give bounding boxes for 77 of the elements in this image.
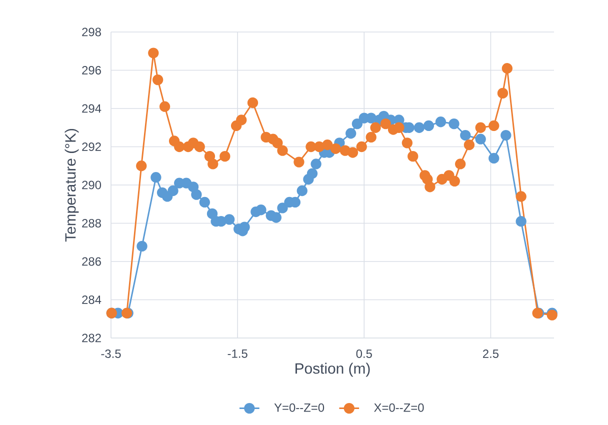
point <box>224 214 235 225</box>
point <box>206 208 218 220</box>
legend-label: Y=0--Z=0 <box>274 403 324 412</box>
point <box>208 158 218 170</box>
point <box>448 118 460 130</box>
point <box>148 48 159 58</box>
point <box>310 158 322 170</box>
point <box>188 182 199 192</box>
point <box>277 202 288 214</box>
point <box>497 88 508 99</box>
point <box>296 185 308 196</box>
y-tick-label: 292 <box>82 142 101 151</box>
point <box>488 152 500 164</box>
point <box>194 141 205 152</box>
x-tick-label: 2.5 <box>483 349 499 358</box>
point <box>330 143 341 154</box>
point <box>220 150 230 162</box>
point <box>435 116 446 128</box>
point <box>272 138 283 148</box>
point <box>460 130 471 141</box>
point <box>394 122 404 133</box>
y-tick-label: 282 <box>82 334 101 342</box>
y-axis-title: Temperature (°K) <box>64 128 79 242</box>
point <box>414 122 425 133</box>
point <box>270 212 282 223</box>
point <box>370 122 381 133</box>
point <box>516 216 526 227</box>
point <box>475 134 486 144</box>
point <box>488 120 500 132</box>
point <box>247 97 258 108</box>
point <box>500 130 512 141</box>
point <box>256 204 266 216</box>
x-tick-label: -1.5 <box>228 349 248 358</box>
point <box>423 120 434 132</box>
point <box>168 185 178 196</box>
y-tick-label: 286 <box>82 257 101 266</box>
point <box>475 122 486 133</box>
point <box>455 158 466 170</box>
point <box>346 128 356 139</box>
legend-label: X=0--Z=0 <box>374 403 424 412</box>
point <box>306 168 318 179</box>
point <box>136 160 147 172</box>
y-tick-label: 288 <box>82 219 101 228</box>
point <box>136 240 148 252</box>
point <box>199 196 210 208</box>
point <box>277 145 288 156</box>
point <box>191 189 202 200</box>
point <box>152 74 164 86</box>
point <box>449 176 460 187</box>
point <box>424 182 436 192</box>
point <box>366 132 376 143</box>
point <box>402 138 413 148</box>
point <box>380 118 391 130</box>
y-tick-label: 298 <box>82 28 101 36</box>
y-tick-label: 284 <box>82 296 102 304</box>
point <box>239 222 250 232</box>
y-tick-label: 296 <box>82 66 101 74</box>
point <box>174 141 185 152</box>
point <box>294 156 304 168</box>
x-axis-title: Postion (m) <box>296 362 370 377</box>
point <box>314 141 325 152</box>
y-tick-label: 290 <box>82 180 102 190</box>
point <box>236 114 247 126</box>
point <box>159 101 170 112</box>
point <box>347 147 358 158</box>
point <box>502 63 513 74</box>
point <box>408 150 418 162</box>
point <box>352 118 363 130</box>
point <box>322 140 333 150</box>
point <box>306 141 316 152</box>
x-tick-label: -3.5 <box>101 349 121 358</box>
point <box>356 141 367 152</box>
point <box>464 140 475 150</box>
point <box>516 191 526 202</box>
point <box>150 172 162 183</box>
x-tick-label: 0.5 <box>356 349 372 358</box>
y-tick-label: 294 <box>82 104 102 113</box>
